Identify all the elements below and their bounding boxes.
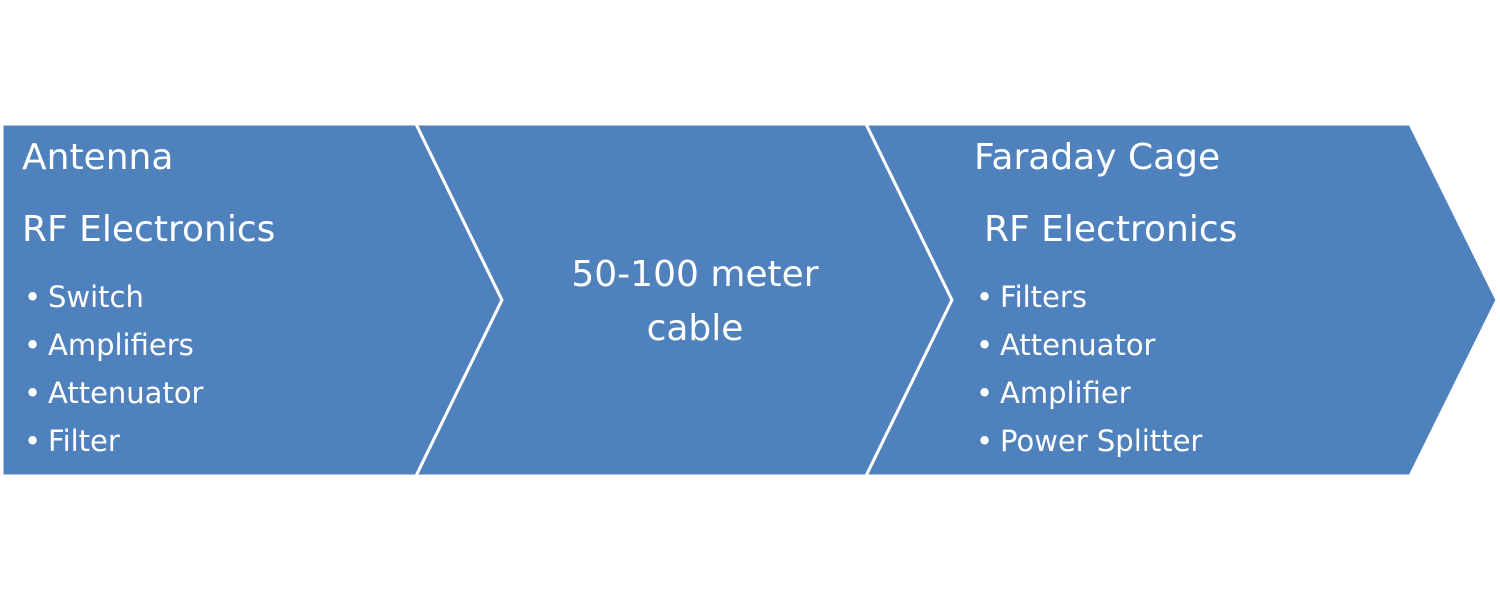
list-item: • Amplifiers (22, 321, 203, 369)
list-item: • Attenuator (22, 369, 203, 417)
stage3-subtitle: RF Electronics (984, 209, 1238, 250)
bullet-icon: • (24, 328, 42, 362)
bullet-icon: • (976, 280, 994, 314)
stage1-item: Filter (48, 424, 120, 458)
stage3-item-list: • Filters • Attenuator • Amplifier • Power S… (974, 273, 1202, 465)
stage1-item: Amplifiers (48, 328, 194, 362)
stage3-item: Amplifier (1000, 376, 1131, 410)
list-item: • Filters (974, 273, 1202, 321)
list-item: • Amplifier (974, 369, 1202, 417)
list-item: • Power Splitter (974, 417, 1202, 465)
list-item: • Filter (22, 417, 203, 465)
stage2-line: cable (646, 308, 744, 349)
stage2-label: 50-100 meter cable (450, 248, 940, 356)
stage1-title: Antenna (22, 137, 174, 178)
stage3-item: Power Splitter (1000, 424, 1203, 458)
chevron-stage-3 (863, 122, 1499, 478)
bullet-icon: • (976, 328, 994, 362)
stage1-subtitle: RF Electronics (22, 209, 276, 250)
bullet-icon: • (24, 280, 42, 314)
stage2-line: 50-100 meter (571, 254, 819, 295)
list-item: • Attenuator (974, 321, 1202, 369)
bullet-icon: • (24, 424, 42, 458)
stage1-item: Attenuator (48, 376, 204, 410)
bullet-icon: • (24, 376, 42, 410)
bullet-icon: • (976, 376, 994, 410)
stage3-item: Filters (1000, 280, 1087, 314)
stage3-title: Faraday Cage (974, 137, 1221, 178)
list-item: • Switch (22, 273, 203, 321)
bullet-icon: • (976, 424, 994, 458)
stage1-item-list: • Switch • Amplifiers • Attenuator • Filter (22, 273, 203, 465)
stage1-item: Switch (48, 280, 144, 314)
stage3-item: Attenuator (1000, 328, 1156, 362)
